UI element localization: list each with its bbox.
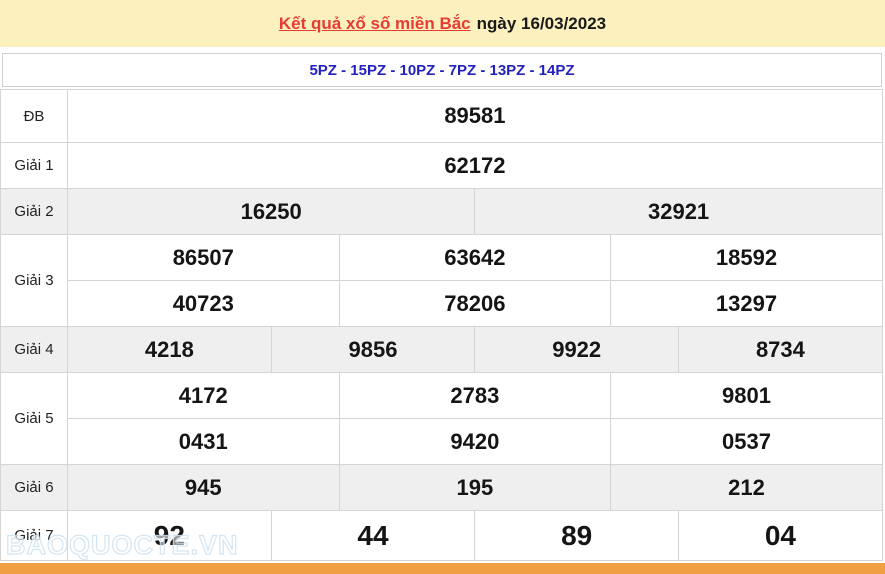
prize-label: Giải 7 — [0, 510, 68, 561]
title-date: ngày 16/03/2023 — [476, 13, 607, 33]
prize-number: 63642 — [338, 234, 612, 281]
prize-number: 18592 — [610, 234, 883, 281]
prize-number: 86507 — [67, 234, 340, 281]
prize-number: 0431 — [67, 418, 340, 465]
codes-box: 5PZ - 15PZ - 10PZ - 7PZ - 13PZ - 14PZ — [2, 53, 882, 87]
prize-number: 40723 — [67, 280, 340, 327]
prize-number: 212 — [610, 464, 883, 511]
prize-number: 9856 — [270, 326, 476, 373]
prize-number: 2783 — [338, 372, 612, 419]
prize-number: 4218 — [67, 326, 272, 373]
prize-number: 195 — [338, 464, 612, 511]
prize-row-1: Giải 1 62172 — [0, 142, 883, 189]
prize-number: 78206 — [338, 280, 612, 327]
prize-number: 04 — [678, 510, 883, 561]
prize-row-6: Giải 6 945 195 212 — [0, 464, 883, 511]
title-link[interactable]: Kết quả xổ số miền Bắc — [278, 13, 471, 33]
prize-row-3a: Giải 3 86507 63642 18592 — [0, 234, 883, 327]
prize-label: Giải 6 — [0, 464, 68, 511]
prize-number: 9420 — [338, 418, 612, 465]
prize-number: 4172 — [67, 372, 340, 419]
prize-label: Giải 3 — [0, 234, 68, 327]
prize-number: 9801 — [610, 372, 883, 419]
bottom-bar — [0, 563, 885, 574]
prize-number: 62172 — [67, 142, 883, 189]
prize-row-2: Giải 2 16250 32921 — [0, 188, 883, 235]
prize-label: Giải 5 — [0, 372, 68, 465]
prize-row-db: ĐB 89581 — [0, 89, 883, 143]
prize-label: Giải 4 — [0, 326, 68, 373]
prize-number: 9922 — [474, 326, 680, 373]
header-bar: Kết quả xổ số miền Bắc ngày 16/03/2023 — [0, 0, 885, 47]
prize-number: 945 — [67, 464, 340, 511]
prize-label: Giải 1 — [0, 142, 68, 189]
prize-number: 13297 — [610, 280, 883, 327]
prize-number: 89 — [474, 510, 680, 561]
prize-number: 8734 — [678, 326, 883, 373]
prize-row-7: Giải 7 92 44 89 04 — [0, 510, 883, 561]
prize-row-5b: 0431 9420 0537 — [1, 418, 883, 465]
prize-number: 0537 — [610, 418, 883, 465]
prize-label: Giải 2 — [0, 188, 68, 235]
prize-number: 89581 — [67, 89, 883, 143]
prize-number: 32921 — [474, 188, 883, 235]
prize-codes: 5PZ - 15PZ - 10PZ - 7PZ - 13PZ - 14PZ — [309, 61, 575, 79]
prize-row-5a: Giải 5 4172 2783 9801 — [0, 372, 883, 465]
prize-row-4: Giải 4 4218 9856 9922 8734 — [0, 326, 883, 373]
prize-row-3b: 40723 78206 13297 — [1, 280, 883, 327]
prize-number: 16250 — [66, 188, 476, 235]
prize-number: 44 — [270, 510, 476, 561]
results-table: ĐB 89581 Giải 1 62172 Giải 2 16250 32921… — [0, 89, 883, 561]
prize-label: ĐB — [0, 89, 68, 143]
prize-number: 92 — [67, 510, 272, 561]
